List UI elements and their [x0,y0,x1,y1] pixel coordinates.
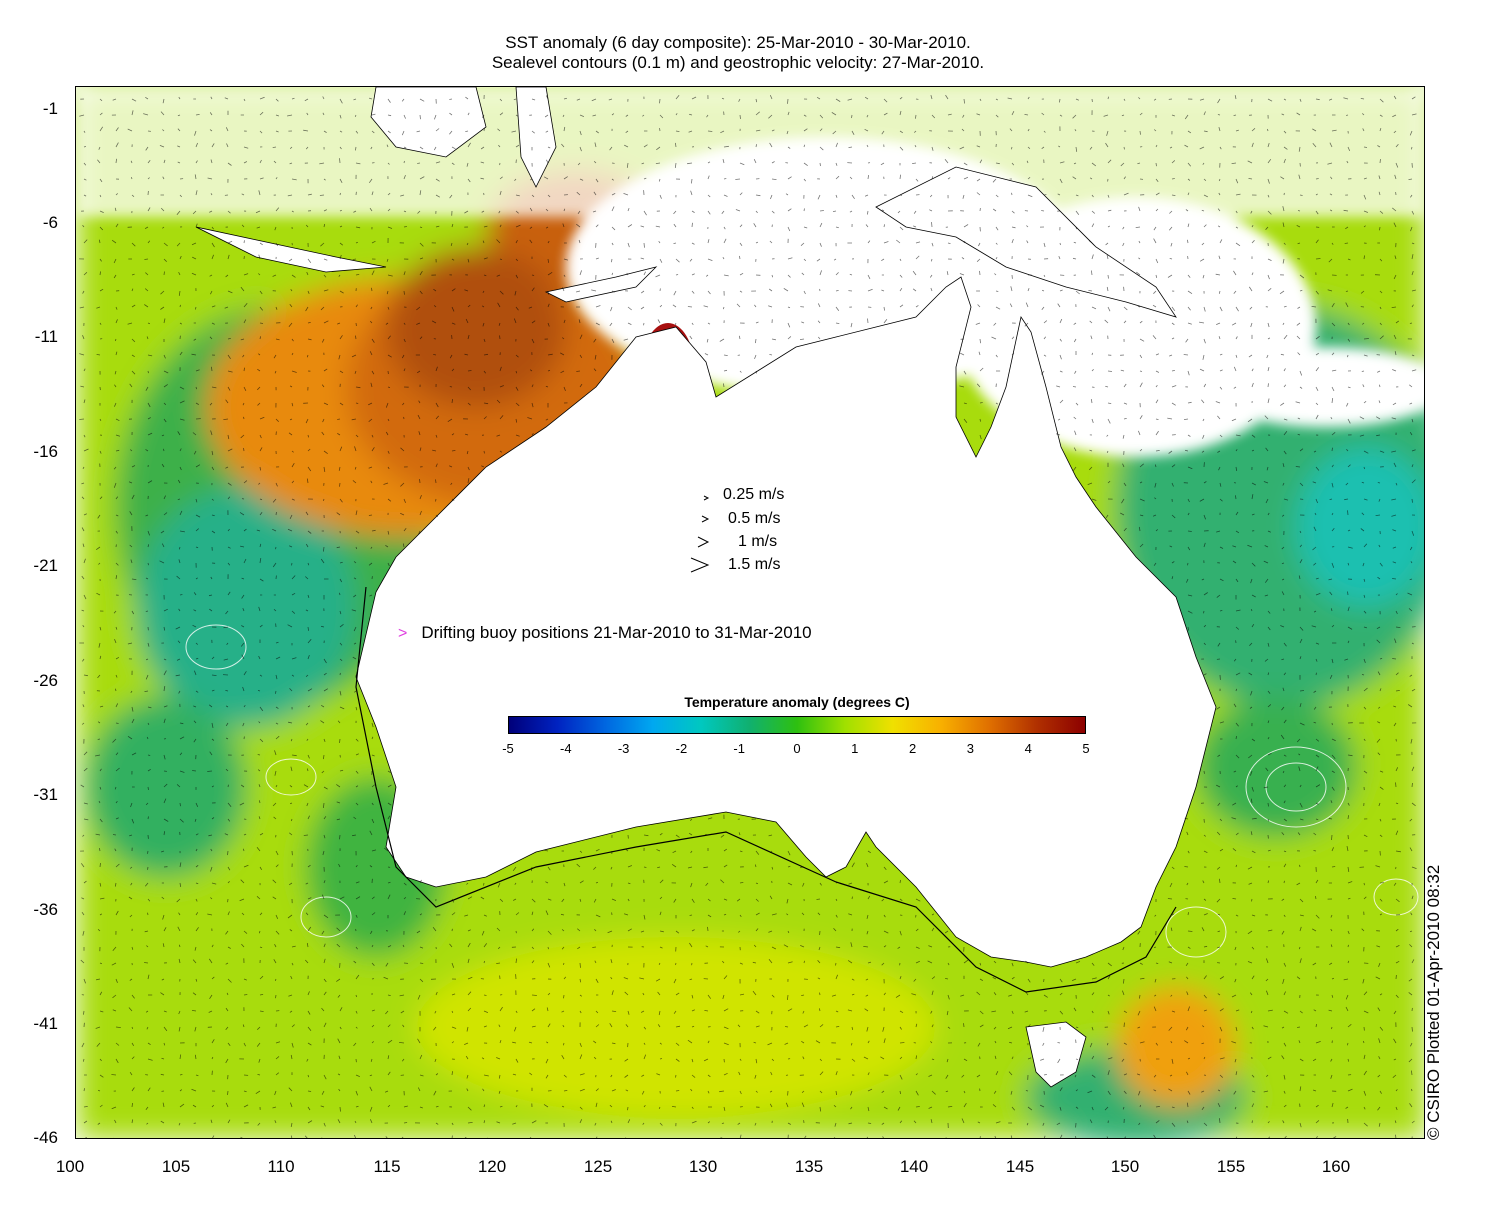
plot-credit: © CSIRO Plotted 01-Apr-2010 08:32 [1424,864,1443,1140]
x-tick-label: 105 [161,1157,191,1176]
velocity-arrow-15 [690,557,710,573]
x-tick-label: 145 [1005,1157,1035,1176]
shelf-contour [355,586,1177,993]
buoy-marker-icon: > [398,625,408,642]
x-tick-label: 150 [1110,1157,1140,1176]
java-island [195,226,387,273]
colorbar-tick-label: 2 [908,741,917,756]
colorbar-tick-label: 3 [966,741,974,756]
y-tick-label: -41 [33,1014,58,1033]
map-plot-area [75,86,1425,1139]
velocity-arrow-05 [701,515,710,523]
australia-landmass [355,276,1217,968]
y-tick-label: -11 [34,327,58,346]
x-tick-label: 120 [477,1157,507,1176]
colorbar-title: Temperature anomaly (degrees C) [684,694,910,710]
tasmania [1025,1021,1087,1088]
colorbar-tick-label: -3 [617,741,630,756]
x-tick-label: 115 [373,1157,401,1176]
buoy-legend: > Drifting buoy positions 21-Mar-2010 to … [398,623,812,643]
colorbar-tick-label: -5 [502,741,514,756]
timor-island [544,266,658,303]
colorbar-tick-label: 5 [1082,741,1090,756]
colorbar-tick-label: 0 [793,741,801,756]
x-tick-label: 125 [583,1157,613,1176]
velocity-scale-arrows [690,495,710,573]
velocity-scale-label: 1.5 m/s [728,556,781,573]
x-tick-label: 160 [1321,1157,1351,1176]
y-tick-label: -1 [42,99,58,118]
y-tick-label: -6 [42,213,58,232]
velocity-scale-label: 1 m/s [738,533,778,550]
colorbar-tick-label: -2 [675,741,688,756]
chart-title-line-2: Sealevel contours (0.1 m) and geostrophi… [491,53,985,72]
velocity-scale-label: 0.5 m/s [728,510,781,527]
x-tick-label: 130 [688,1157,718,1176]
chart-title-line-1: SST anomaly (6 day composite): 25-Mar-20… [505,33,971,52]
velocity-arrow-025 [703,495,710,501]
y-tick-label: -36 [33,900,58,919]
colorbar-tick-label: 1 [851,741,859,756]
velocity-scale-label: 0.25 m/s [723,486,785,503]
x-tick-label: 110 [267,1157,295,1176]
colorbar-tick-label: 4 [1024,741,1032,756]
velocity-arrow-glyphs [79,94,1417,1138]
colorbar-tick-label: -4 [560,741,572,756]
x-tick-label: 135 [794,1157,824,1176]
x-tick-label: 155 [1216,1157,1246,1176]
geostrophic-velocity-arrows [79,94,1417,1138]
y-tick-label: -21 [33,556,58,575]
y-tick-label: -46 [33,1128,58,1147]
borneo-island [370,87,487,158]
x-tick-label: 100 [55,1157,85,1176]
y-tick-label: -16 [33,442,58,461]
colorbar-tick-label: -1 [733,741,745,756]
sst-anomaly-map [76,87,1424,1138]
colorbar [508,716,1086,734]
velocity-arrow-1 [697,536,710,548]
new-guinea [875,166,1177,318]
sulawesi-island [515,87,557,188]
y-tick-label: -31 [33,785,58,804]
x-tick-label: 140 [899,1157,929,1176]
y-tick-label: -26 [33,671,58,690]
buoy-legend-text: Drifting buoy positions 21-Mar-2010 to 3… [421,623,812,642]
